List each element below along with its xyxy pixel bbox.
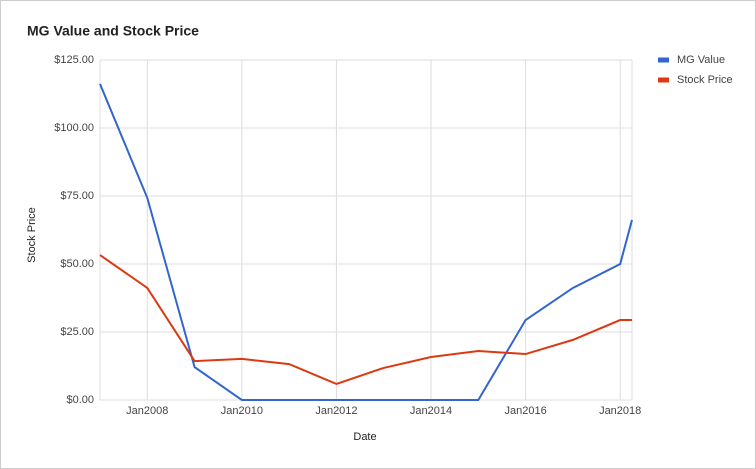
y-tick-label: $75.00 [60, 190, 94, 202]
x-tick-label: Jan2012 [315, 405, 357, 417]
y-axis-label: Stock Price [26, 207, 38, 263]
chart-title: MG Value and Stock Price [27, 23, 199, 39]
y-tick-label: $125.00 [54, 54, 94, 66]
series-line [99, 83, 633, 401]
y-tick-label: $25.00 [60, 326, 94, 338]
legend-label: Stock Price [677, 74, 733, 86]
legend-label: MG Value [677, 54, 725, 66]
x-axis-label: Date [353, 431, 376, 443]
x-tick-label: Jan2008 [126, 405, 168, 417]
series-line [99, 254, 632, 386]
y-tick-label: $50.00 [60, 258, 94, 270]
y-tick-label: $0.00 [66, 394, 94, 406]
y-tick-label: $100.00 [54, 122, 94, 134]
legend-swatch [658, 77, 669, 83]
legend-swatch [658, 57, 669, 63]
x-tick-label: Jan2016 [504, 405, 546, 417]
x-tick-label: Jan2018 [599, 405, 641, 417]
x-tick-label: Jan2010 [221, 405, 263, 417]
x-tick-label: Jan2014 [410, 405, 452, 417]
